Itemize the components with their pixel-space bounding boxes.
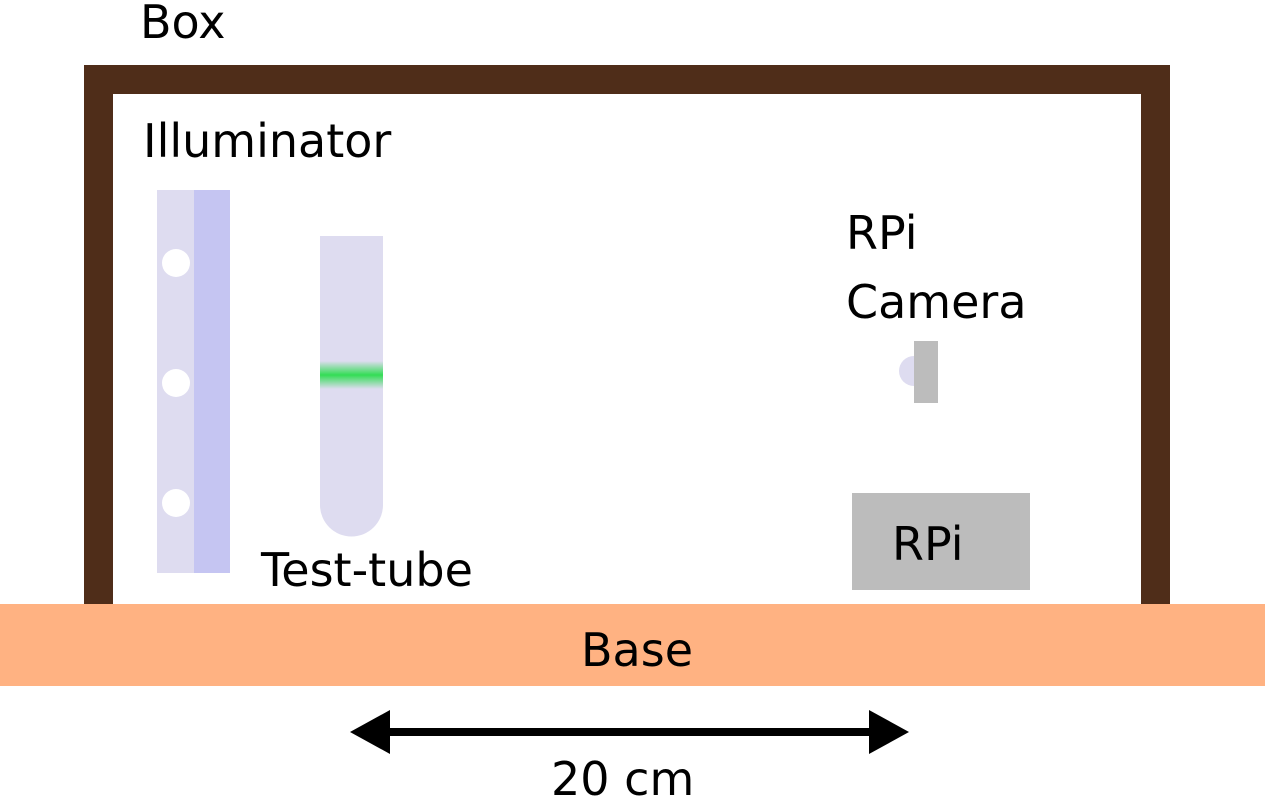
- base: [0, 604, 1265, 686]
- box-label: Box: [140, 0, 226, 49]
- camera-body: [914, 341, 938, 403]
- camera-label-line1: RPi: [846, 206, 917, 260]
- sample-band: [320, 361, 383, 389]
- test-tube-label: Test-tube: [260, 543, 473, 597]
- base-label: Base: [581, 623, 693, 677]
- arrow-shaft: [385, 728, 875, 736]
- arrow-head-right: [869, 710, 909, 754]
- arrow-head-left: [350, 710, 390, 754]
- illuminator: [157, 190, 230, 573]
- distance-arrow: [350, 710, 909, 754]
- box-right-wall: [1141, 65, 1170, 610]
- rpi-camera: [899, 341, 938, 403]
- led-middle: [162, 369, 190, 397]
- box: [84, 65, 1170, 610]
- illuminator-strip: [194, 190, 230, 573]
- rpi-board: [852, 493, 1030, 590]
- rpi-label: RPi: [892, 517, 963, 571]
- led-top: [162, 249, 190, 277]
- led-bottom: [162, 489, 190, 517]
- illuminator-label: Illuminator: [143, 114, 391, 168]
- camera-lens: [899, 356, 914, 386]
- box-left-wall: [84, 65, 113, 610]
- distance-label: 20 cm: [551, 752, 694, 798]
- camera-label-line2: Camera: [846, 275, 1027, 329]
- test-tube: [320, 236, 383, 537]
- box-top-wall: [84, 65, 1170, 94]
